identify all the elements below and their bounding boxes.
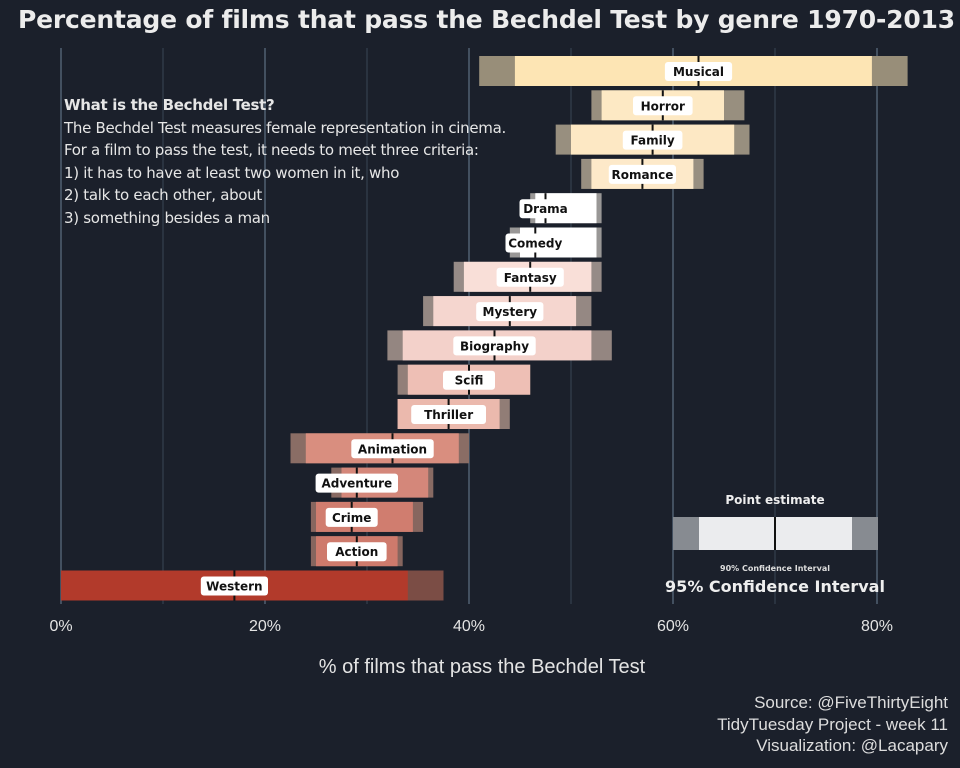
category-label-box bbox=[411, 405, 486, 424]
category-label-box bbox=[453, 336, 536, 356]
category-label: Comedy bbox=[508, 237, 562, 251]
info-line: For a film to pass the test, it needs to… bbox=[64, 141, 479, 160]
category-label: Adventure bbox=[321, 477, 392, 491]
category-label-box bbox=[351, 439, 434, 459]
chart-title: Percentage of films that pass the Bechde… bbox=[18, 5, 955, 34]
legend-ci90-label: 90% Confidence Interval bbox=[720, 564, 830, 573]
info-line: 2) talk to each other, about bbox=[64, 186, 263, 205]
category-label: Animation bbox=[358, 442, 427, 456]
category-label: Mystery bbox=[483, 305, 538, 319]
info-line: 1) it has to have at least two women in … bbox=[64, 163, 400, 182]
category-label: Family bbox=[631, 134, 675, 148]
category-label-box bbox=[315, 473, 398, 493]
x-tick-label: 40% bbox=[453, 618, 485, 635]
info-question: What is the Bechdel Test? bbox=[64, 96, 275, 114]
category-label-box bbox=[505, 233, 566, 253]
category-label: Fantasy bbox=[504, 271, 557, 285]
plot-area: 0% 20% 40% 60% 80% Musical Horror Family Romance… bbox=[49, 48, 908, 635]
category-label: Horror bbox=[641, 99, 685, 113]
category-label: Thriller bbox=[424, 408, 473, 422]
category-label-box bbox=[608, 164, 676, 184]
legend-point-label: Point estimate bbox=[725, 493, 824, 507]
category-label: Action bbox=[335, 545, 378, 559]
legend-ci95-label: 95% Confidence Interval bbox=[665, 577, 885, 596]
category-label-box bbox=[519, 199, 572, 219]
credit-visualization: Visualization: @Lacapary bbox=[756, 736, 948, 755]
x-tick-label: 0% bbox=[49, 618, 72, 635]
category-label: Scifi bbox=[455, 374, 484, 388]
info-line: The Bechdel Test measures female represe… bbox=[64, 118, 506, 137]
category-label: Crime bbox=[332, 511, 371, 525]
credits: Source: @FiveThirtyEight TidyTuesday Pro… bbox=[717, 692, 948, 757]
category-label-box bbox=[200, 576, 268, 596]
credit-source: Source: @FiveThirtyEight bbox=[754, 693, 948, 712]
category-label: Romance bbox=[611, 168, 673, 182]
category-label: Biography bbox=[460, 339, 529, 353]
info-line: 3) something besides a man bbox=[64, 208, 270, 227]
x-axis-label: % of films that pass the Bechdel Test bbox=[318, 656, 646, 678]
category-label-box bbox=[622, 130, 683, 150]
bechdel-info-text: What is the Bechdel Test? The Bechdel Te… bbox=[64, 94, 506, 230]
category-label-box bbox=[633, 96, 693, 116]
category-label-box bbox=[476, 302, 544, 322]
category-label-box bbox=[325, 507, 378, 527]
category-label: Western bbox=[206, 580, 262, 594]
category-label: Drama bbox=[523, 202, 568, 216]
category-label-box bbox=[664, 62, 733, 81]
x-tick-label: 80% bbox=[861, 618, 893, 635]
x-tick-label: 20% bbox=[249, 618, 281, 635]
credit-project: TidyTuesday Project - week 11 bbox=[717, 714, 948, 734]
category-label-box bbox=[496, 267, 564, 287]
category-label-box bbox=[327, 542, 387, 562]
category-label-box bbox=[443, 370, 495, 390]
category-label: Musical bbox=[673, 65, 724, 79]
x-tick-label: 60% bbox=[657, 618, 689, 635]
